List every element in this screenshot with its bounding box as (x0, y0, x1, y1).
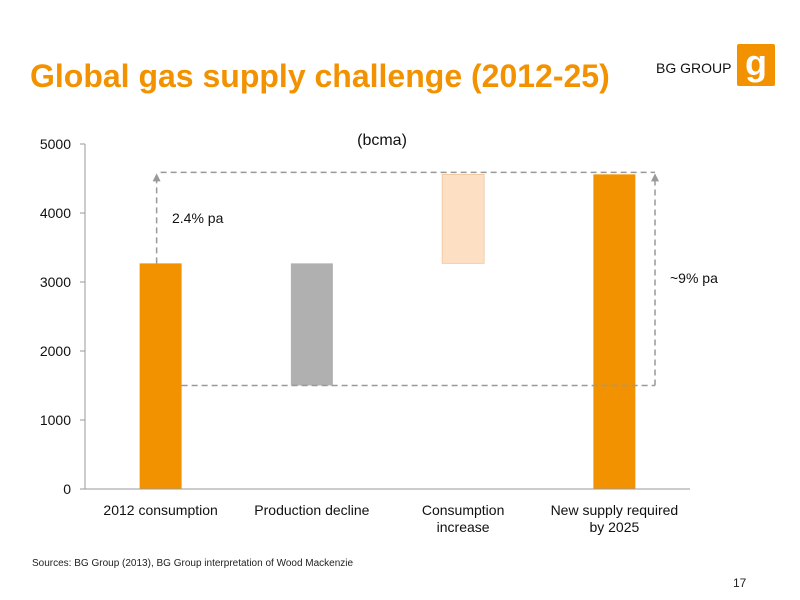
x-category-label: increase (437, 519, 490, 535)
annotation-growth-label: 2.4% pa (172, 210, 224, 226)
x-category-label: New supply required (551, 502, 679, 518)
slide-title: Global gas supply challenge (2012-25) (30, 58, 610, 94)
y-tick-label: 0 (63, 481, 71, 497)
bar-3 (441, 174, 485, 264)
source-note: Sources: BG Group (2013), BG Group inter… (32, 558, 354, 569)
y-tick-label: 2000 (40, 343, 71, 359)
y-tick-label: 5000 (40, 136, 71, 152)
bar-4 (593, 174, 636, 490)
bar-2 (290, 263, 333, 386)
annotation-supply-label: ~9% pa (670, 270, 718, 286)
x-category-label: Consumption (422, 502, 505, 518)
x-category-label: by 2025 (589, 519, 639, 535)
supply-arrow-head (651, 173, 659, 182)
page-number: 17 (733, 576, 747, 590)
x-category-label: Production decline (254, 502, 369, 518)
x-category-label: 2012 consumption (103, 502, 217, 518)
y-tick-label: 1000 (40, 412, 71, 428)
bar-1 (139, 263, 182, 489)
bg-logo: g (737, 44, 775, 86)
y-tick-label: 4000 (40, 205, 71, 221)
brand-name: BG GROUP (656, 60, 732, 76)
chart-unit-label: (bcma) (357, 132, 407, 149)
y-tick-label: 3000 (40, 274, 71, 290)
growth-arrow-head (152, 173, 161, 182)
